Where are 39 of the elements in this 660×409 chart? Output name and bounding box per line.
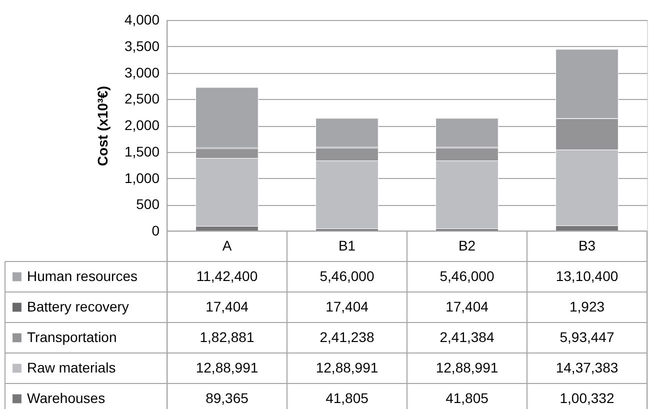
y-tick-label: 2,000 — [124, 117, 160, 133]
legend-label: Warehouses — [27, 390, 106, 406]
x-tick-label: B1 — [338, 237, 356, 254]
text: 13,10,400 — [556, 268, 618, 284]
y-tick-label: 2,500 — [124, 90, 160, 107]
text: 12,88,991 — [196, 359, 258, 376]
text: 17,404 — [446, 298, 489, 314]
legend-label: Raw materials — [27, 359, 116, 376]
y-tick-label: 4,000 — [124, 12, 160, 28]
text: 41,805 — [326, 390, 369, 406]
y-tick-label: 1,500 — [124, 143, 160, 160]
text: 1,923 — [569, 298, 605, 314]
text: 89,365 — [206, 390, 249, 406]
y-tick-label: 3,500 — [124, 38, 160, 54]
y-tick-label: 3,000 — [124, 64, 160, 80]
y-tick-label: 0 — [152, 222, 160, 238]
text: 12,88,991 — [436, 359, 498, 376]
y-tick-label: 500 — [136, 196, 160, 212]
x-tick-label: B2 — [458, 237, 476, 254]
y-axis-title: Cost (x10³€) — [94, 86, 110, 166]
text: 17,404 — [206, 298, 249, 314]
legend-label: Battery recovery — [27, 298, 129, 314]
y-tick-label: 1,000 — [124, 170, 160, 186]
text: 11,42,400 — [196, 268, 258, 284]
text: 5,46,000 — [320, 268, 374, 284]
text: 5,93,447 — [560, 328, 614, 345]
text: 1,00,332 — [560, 390, 614, 406]
text: 5,46,000 — [440, 268, 494, 284]
text: 17,404 — [326, 298, 369, 314]
text: 41,805 — [446, 390, 489, 406]
x-tick-label: B3 — [578, 237, 596, 254]
text: 1,82,881 — [200, 328, 254, 345]
text: 12,88,991 — [316, 359, 378, 376]
text: 2,41,238 — [320, 328, 374, 345]
text: 14,37,383 — [556, 359, 618, 376]
text: 2,41,384 — [440, 328, 494, 345]
legend-label: Human resources — [27, 268, 138, 284]
legend-label: Transportation — [27, 328, 117, 345]
x-tick-label: A — [222, 237, 232, 254]
